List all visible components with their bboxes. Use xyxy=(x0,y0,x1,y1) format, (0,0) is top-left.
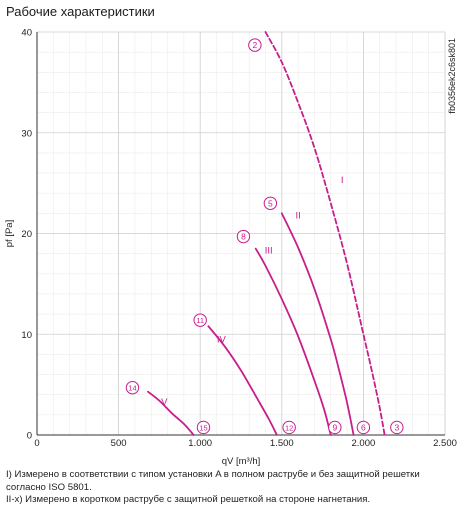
point-marker-label: 2 xyxy=(253,40,258,50)
point-marker-label: 14 xyxy=(128,384,136,393)
point-marker-label: 5 xyxy=(268,198,273,208)
reference-code: fb0356ek2c6sk801 xyxy=(447,38,457,114)
point-marker-circle xyxy=(328,420,342,435)
point-marker-circle xyxy=(196,420,211,435)
series-line-i xyxy=(264,31,386,436)
y-tick-label: 20 xyxy=(21,229,32,240)
x-tick-label: 0 xyxy=(34,438,39,449)
point-marker-circle xyxy=(356,420,371,435)
series-line-ii xyxy=(280,212,355,436)
point-marker-circle xyxy=(125,380,140,395)
series-label: V xyxy=(161,397,168,408)
point-marker-circle xyxy=(236,229,251,244)
series-line-iii xyxy=(254,247,332,436)
x-tick-label: 1.000 xyxy=(188,438,212,449)
point-marker-circle xyxy=(263,196,278,210)
y-axis-label: pf [Pa] xyxy=(4,220,15,247)
y-tick-label: 10 xyxy=(21,330,32,341)
point-marker-circle xyxy=(282,420,296,435)
point-marker-label: 11 xyxy=(196,316,204,325)
series-label: III xyxy=(265,246,273,257)
series-line-v xyxy=(147,390,195,436)
series-line-iv xyxy=(207,325,278,436)
point-marker-label: 3 xyxy=(394,422,399,432)
series-label: IV xyxy=(217,334,227,345)
x-tick-label: 2.500 xyxy=(433,438,457,449)
point-marker-label: 6 xyxy=(361,422,366,432)
point-marker-label: 8 xyxy=(241,232,246,242)
point-marker-label: 9 xyxy=(332,422,337,432)
point-marker-label: 12 xyxy=(285,423,293,432)
performance-chart: 0 500 1.000 1.500 2.000 2.500 0 10 20 30 40 qV [m³/… xyxy=(4,28,457,468)
x-axis-label: qV [m³/h] xyxy=(222,456,261,467)
x-tick-label: 2.000 xyxy=(352,438,376,449)
point-marker-circle xyxy=(248,38,262,52)
footnote-2: II-x) Измерено в коротком раструбе с защ… xyxy=(6,494,371,506)
x-tick-label: 1.500 xyxy=(270,438,294,449)
x-tick-label: 500 xyxy=(111,438,127,449)
series-label: II xyxy=(295,210,300,221)
point-marker-circle xyxy=(390,420,404,435)
page-title: Рабочие характеристики xyxy=(6,4,155,19)
footnote-1: I) Измерено в соответствии с типом устан… xyxy=(6,469,420,493)
series-label: I xyxy=(341,175,344,186)
y-tick-label: 40 xyxy=(21,28,32,39)
y-tick-label: 30 xyxy=(21,128,32,139)
point-marker-circle xyxy=(193,313,207,327)
footnotes: I) Измерено в соответствии с типом устан… xyxy=(6,469,456,507)
y-tick-label: 0 xyxy=(27,431,32,442)
point-marker-label: 15 xyxy=(199,423,207,432)
